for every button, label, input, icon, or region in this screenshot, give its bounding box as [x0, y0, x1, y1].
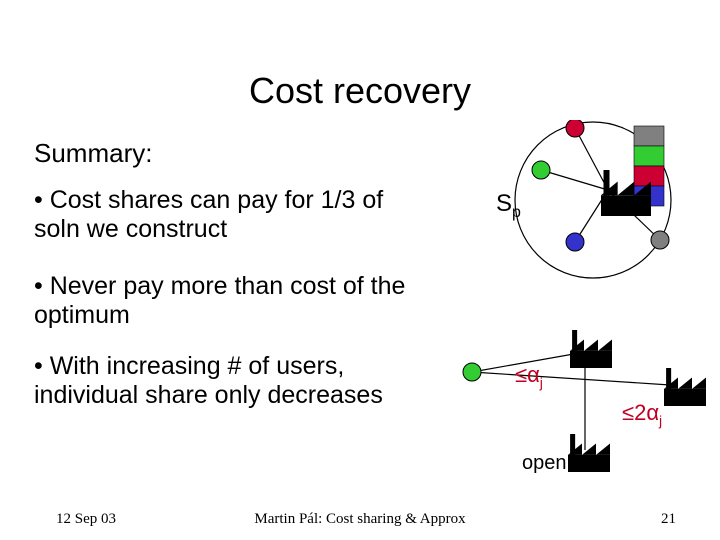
diagram-tree [450, 330, 710, 490]
a2j-sub: j [659, 412, 662, 428]
alpha-j-label: ≤αj [515, 362, 543, 390]
a2j-prefix: ≤2 [622, 400, 646, 425]
bullet-2: • Never pay more than cost of the optimu… [34, 272, 434, 330]
open-label: open [522, 452, 567, 475]
bullet-3: • With increasing # of users, individual… [34, 352, 434, 410]
footer-center: Martin Pál: Cost sharing & Approx [0, 511, 720, 528]
aj-prefix: ≤ [515, 362, 527, 387]
summary-heading: Summary: [34, 138, 152, 169]
a2j-alpha: α [646, 400, 659, 425]
bullet-1: • Cost shares can pay for 1/3 of soln we… [34, 186, 434, 244]
two-alpha-j-label: ≤2αj [622, 400, 662, 428]
diagram-cluster [475, 120, 705, 290]
slide-title: Cost recovery [0, 70, 720, 112]
aj-alpha: α [527, 362, 540, 387]
aj-sub: j [540, 374, 543, 390]
footer-page: 21 [661, 511, 676, 528]
